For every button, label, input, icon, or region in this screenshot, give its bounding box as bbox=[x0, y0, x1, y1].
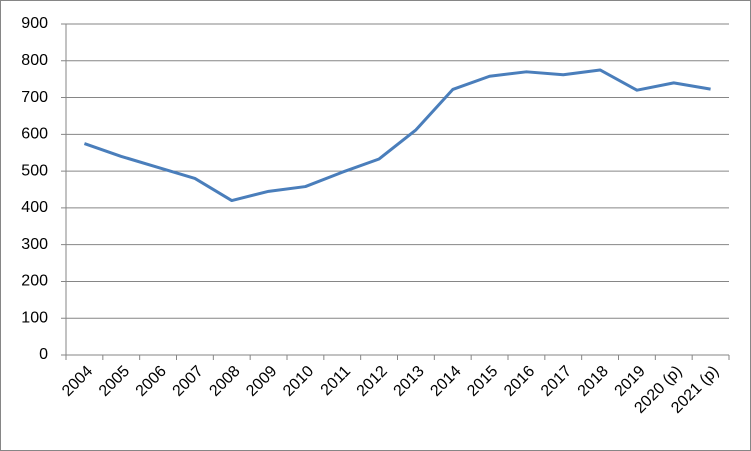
y-tick-label: 800 bbox=[21, 52, 48, 69]
y-tick-label: 200 bbox=[21, 273, 48, 290]
y-tick-label: 100 bbox=[21, 309, 48, 326]
y-tick-label: 0 bbox=[39, 346, 48, 363]
y-tick-label: 700 bbox=[21, 89, 48, 106]
y-tick-label: 300 bbox=[21, 236, 48, 253]
y-tick-label: 900 bbox=[21, 15, 48, 32]
y-tick-label: 600 bbox=[21, 126, 48, 143]
y-tick-label: 500 bbox=[21, 162, 48, 179]
line bbox=[83, 68, 711, 203]
y-tick-label: 400 bbox=[21, 199, 48, 216]
